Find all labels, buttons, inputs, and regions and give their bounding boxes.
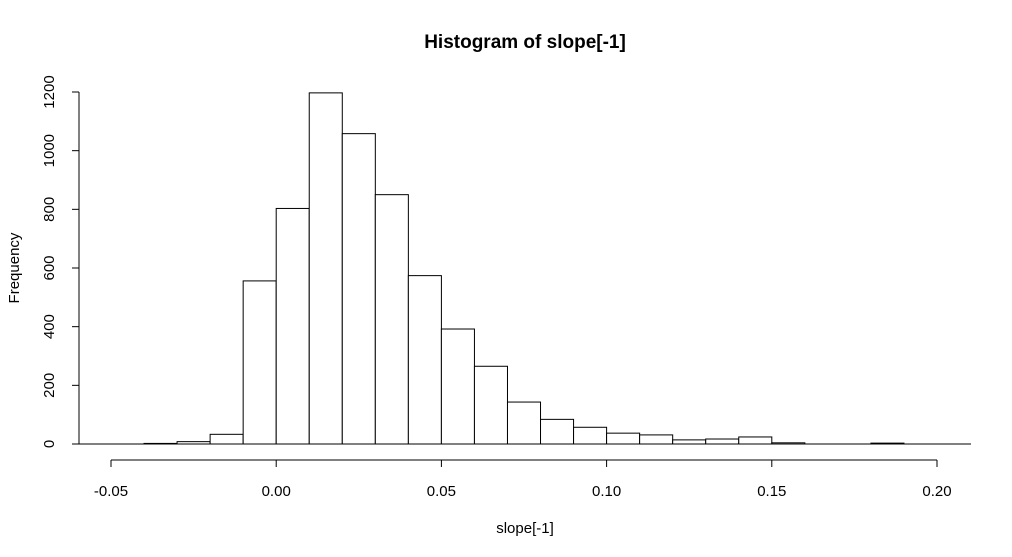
histogram-bar xyxy=(672,439,707,445)
histogram-bar xyxy=(242,280,277,445)
histogram-bar xyxy=(143,442,178,445)
y-tick-label: 600 xyxy=(41,255,58,280)
x-tick-label: 0.05 xyxy=(427,483,456,500)
x-tick-label: 0.10 xyxy=(592,483,621,500)
y-tick-label: 800 xyxy=(41,197,58,222)
histogram-bar xyxy=(308,92,343,445)
histogram-bar xyxy=(209,433,244,445)
y-tick-label: 0 xyxy=(41,440,58,448)
histogram-bar xyxy=(573,426,608,445)
histogram-bar xyxy=(705,438,740,445)
y-axis-label: Frequency xyxy=(6,232,23,303)
histogram-bar xyxy=(639,434,674,445)
histogram-bar xyxy=(870,442,905,445)
y-tick-label: 1000 xyxy=(41,134,58,167)
x-tick-label: 0.15 xyxy=(757,483,786,500)
histogram-bar xyxy=(341,133,376,445)
histogram-bar xyxy=(738,436,773,445)
x-axis: -0.05 0.00 0.05 0.10 0.15 0.20 xyxy=(94,459,952,500)
histogram-bar xyxy=(374,194,409,445)
histogram-bar xyxy=(540,418,575,445)
histogram-bar xyxy=(771,442,806,445)
y-axis: 0 200 400 600 800 1000 1200 xyxy=(41,75,80,448)
bars-group xyxy=(78,92,971,445)
histogram-bar xyxy=(473,365,508,445)
y-tick-label: 1200 xyxy=(41,75,58,108)
y-tick-label: 200 xyxy=(41,373,58,398)
histogram-bar xyxy=(506,401,542,445)
y-tick-label: 400 xyxy=(41,314,58,339)
x-tick-label: 0.20 xyxy=(922,483,951,500)
histogram-bar xyxy=(275,207,310,445)
x-tick-label: 0.00 xyxy=(262,483,291,500)
histogram-bar xyxy=(606,432,641,445)
histogram-bar xyxy=(440,328,475,445)
x-tick-label: -0.05 xyxy=(94,483,128,500)
x-axis-label: slope[-1] xyxy=(496,520,554,537)
chart-title: Histogram of slope[-1] xyxy=(424,32,626,53)
histogram-bar xyxy=(407,275,442,445)
histogram-bar xyxy=(176,441,211,445)
